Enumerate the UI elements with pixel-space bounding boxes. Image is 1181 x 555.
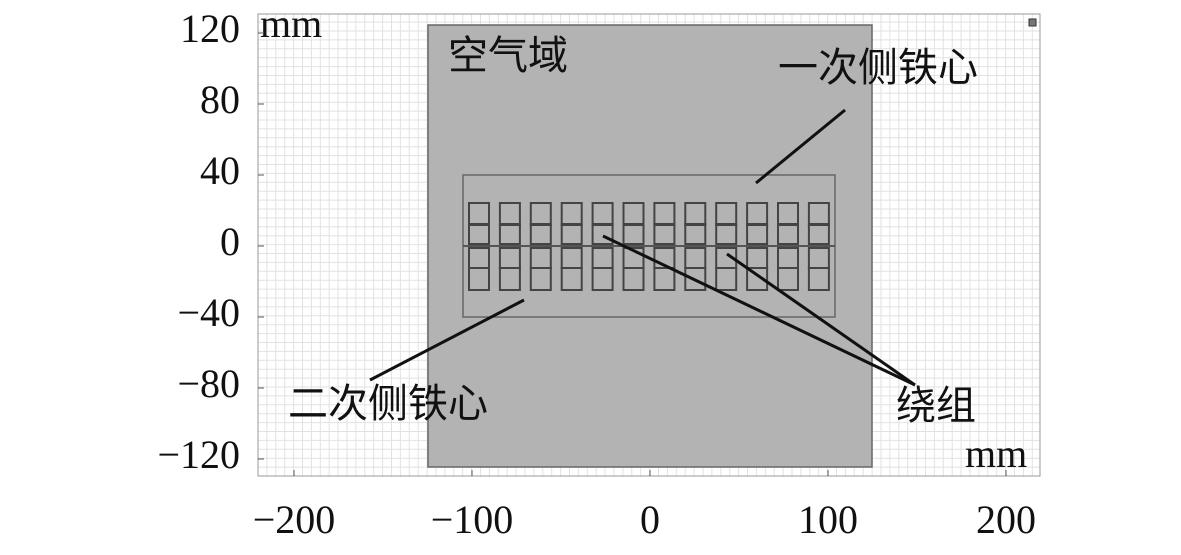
- coil: [715, 267, 738, 291]
- coil: [591, 223, 614, 245]
- coil: [777, 223, 799, 245]
- coil: [653, 223, 676, 245]
- coil: [684, 267, 707, 291]
- x-tick-label: 200: [976, 497, 1036, 542]
- x-tick-label: 0: [640, 497, 660, 542]
- y-tick-label: −120: [157, 432, 240, 477]
- y-unit: mm: [260, 1, 322, 46]
- air-label: 空气域: [448, 33, 568, 78]
- y-tick-label: 40: [200, 148, 240, 193]
- icon: [1028, 18, 1037, 27]
- coil: [807, 223, 830, 245]
- coil: [622, 223, 645, 245]
- coil: [622, 267, 645, 291]
- secondary-label: 二次侧铁心: [288, 381, 488, 426]
- coil: [498, 223, 521, 245]
- coils: [468, 202, 830, 291]
- leader-line: [755, 108, 846, 185]
- winding-label: 绕组: [896, 383, 976, 428]
- coil: [591, 267, 614, 291]
- primary-label: 一次侧铁心: [778, 45, 978, 90]
- x-tick-label: 100: [798, 497, 858, 542]
- x-tick-label: −100: [431, 497, 514, 542]
- coil: [684, 223, 707, 245]
- coil: [746, 267, 769, 291]
- coil: [653, 267, 676, 291]
- coil: [498, 267, 521, 291]
- coil: [715, 223, 738, 245]
- y-tick-label: 80: [200, 77, 240, 122]
- plot-frame: [257, 13, 1041, 477]
- coil: [746, 223, 769, 245]
- y-tick-label: −80: [177, 361, 240, 406]
- x-unit: mm: [965, 431, 1027, 476]
- leader-line: [726, 252, 916, 387]
- coil: [468, 223, 490, 245]
- x-tick-label: −200: [253, 497, 336, 542]
- coil: [529, 223, 552, 245]
- coil: [468, 267, 490, 291]
- y-tick-label: −40: [177, 290, 240, 335]
- y-tick-label: 120: [180, 6, 240, 51]
- leader-line: [602, 234, 916, 387]
- coil: [807, 267, 830, 291]
- coil: [560, 267, 583, 291]
- coil: [560, 223, 583, 245]
- coil: [529, 267, 552, 291]
- leaders: [369, 108, 916, 387]
- coil: [777, 267, 799, 291]
- y-tick-label: 0: [220, 219, 240, 264]
- leader-line: [369, 298, 525, 382]
